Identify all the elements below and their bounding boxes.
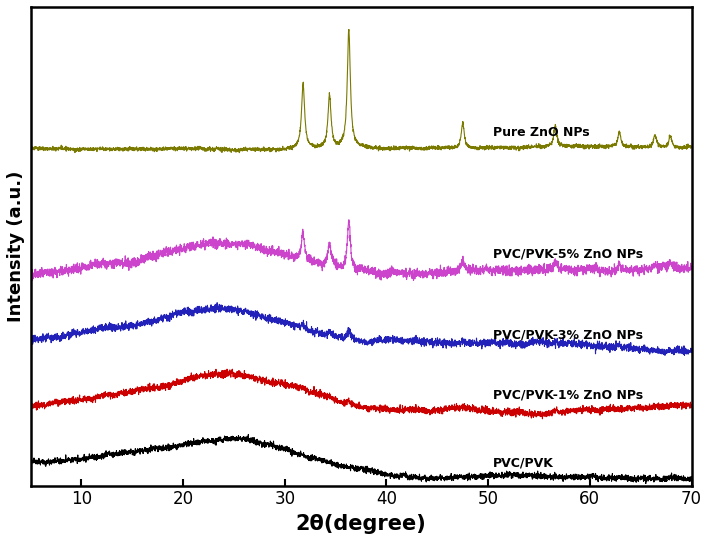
Y-axis label: Intensity (a.u.): Intensity (a.u.) (7, 170, 25, 322)
Text: PVC/PVK-3% ZnO NPs: PVC/PVK-3% ZnO NPs (493, 328, 643, 341)
Text: PVC/PVK-1% ZnO NPs: PVC/PVK-1% ZnO NPs (493, 388, 643, 401)
Text: Pure ZnO NPs: Pure ZnO NPs (493, 126, 590, 139)
X-axis label: 2θ(degree): 2θ(degree) (296, 514, 426, 534)
Text: PVC/PVK-5% ZnO NPs: PVC/PVK-5% ZnO NPs (493, 247, 643, 260)
Text: PVC/PVK: PVC/PVK (493, 457, 554, 470)
